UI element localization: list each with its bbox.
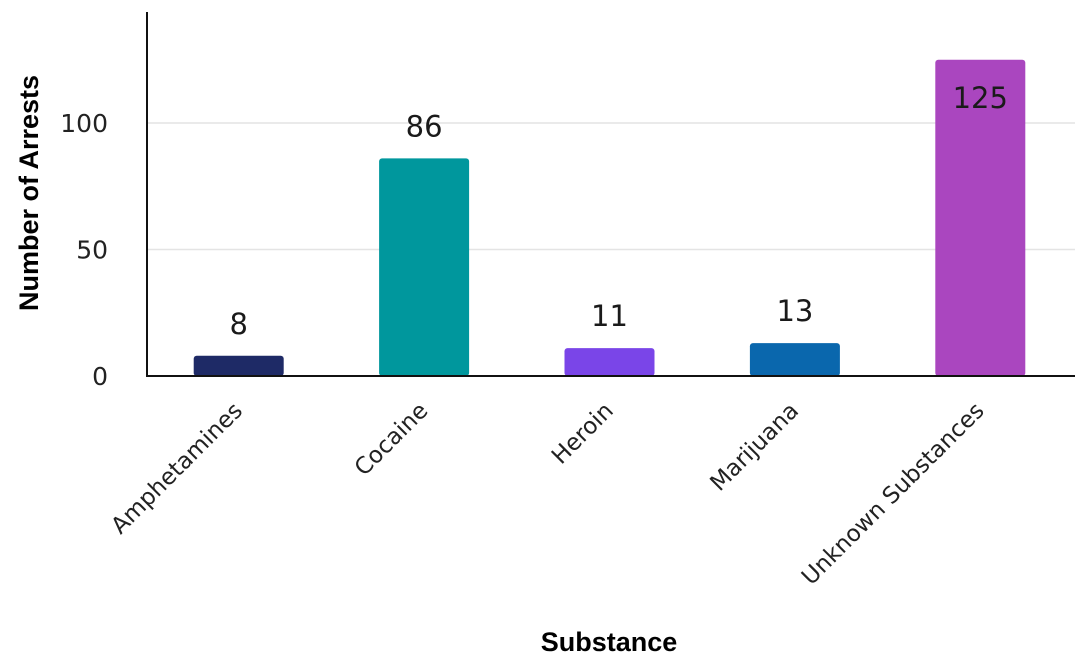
value-label: 13 [776,294,813,328]
x-tick-label: Heroin [547,398,619,470]
bar-cocaine [379,158,470,376]
bar-amphetamines [193,355,284,376]
bars [193,59,1026,376]
bar-marijuana [749,343,840,376]
y-tick-label: 0 [92,362,108,391]
y-tick-labels: 0 50 100 [60,109,108,391]
x-tick-label: Cocaine [350,398,433,481]
x-tick-label: Unknown Substances [797,398,990,591]
axes [146,12,1075,377]
x-tick-label: Marijuana [705,398,804,497]
value-labels: 8 86 11 13 125 [229,81,1008,341]
bar-unknown-substances [935,59,1026,376]
x-tick-labels: Amphetamines Cocaine Heroin MarijuanaUnknow… [106,398,989,591]
x-tick-label: Amphetamines [106,398,247,539]
y-tick-label: 50 [76,236,108,265]
value-label: 125 [953,81,1008,115]
value-label: 11 [591,299,628,333]
value-label: 86 [406,109,443,143]
gridlines [147,122,1075,251]
y-tick-label: 100 [60,109,108,138]
bar-heroin [564,348,655,376]
x-axis-title: Substance [541,627,678,654]
value-label: 8 [229,307,247,341]
y-axis-title: Number of Arrests [14,75,44,311]
